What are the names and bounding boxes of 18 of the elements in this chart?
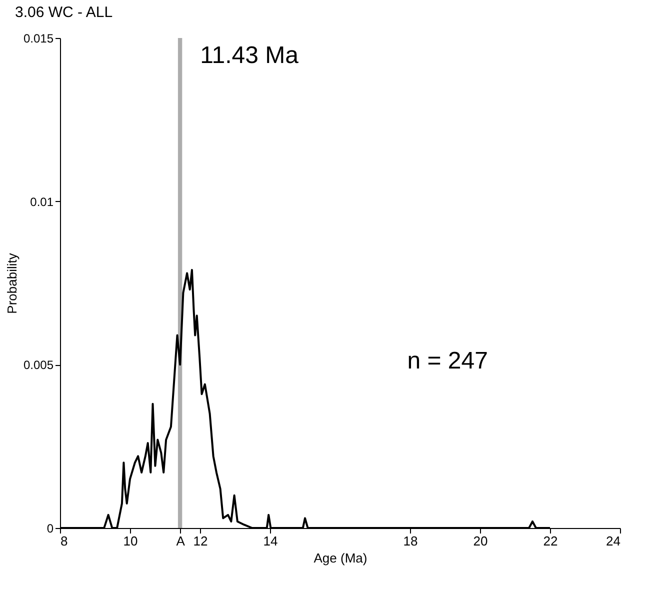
y-tick-label: 0.01 <box>30 194 54 209</box>
y-tick-label: 0 <box>46 522 54 536</box>
annotation: n = 247 <box>407 347 488 374</box>
y-axis-title: Probability <box>4 252 20 314</box>
y-tick-label: 0.005 <box>23 358 54 372</box>
x-tick-label: A <box>176 534 186 548</box>
x-tick-label: 12 <box>193 534 208 548</box>
band-label: 11.43 Ma <box>200 42 300 69</box>
x-tick-label: 20 <box>473 534 488 548</box>
x-tick-label: 22 <box>543 534 558 548</box>
y-tick-label: 0.015 <box>23 32 54 46</box>
x-tick-label: 24 <box>606 534 620 548</box>
chart-title: 3.06 WC - ALL <box>15 4 113 21</box>
x-tick-label: 14 <box>263 534 278 548</box>
x-tick-label: 8 <box>60 534 68 548</box>
x-axis-title: Age (Ma) <box>314 550 368 566</box>
x-tick-label: 10 <box>123 534 138 548</box>
x-tick-label: 18 <box>403 534 418 548</box>
